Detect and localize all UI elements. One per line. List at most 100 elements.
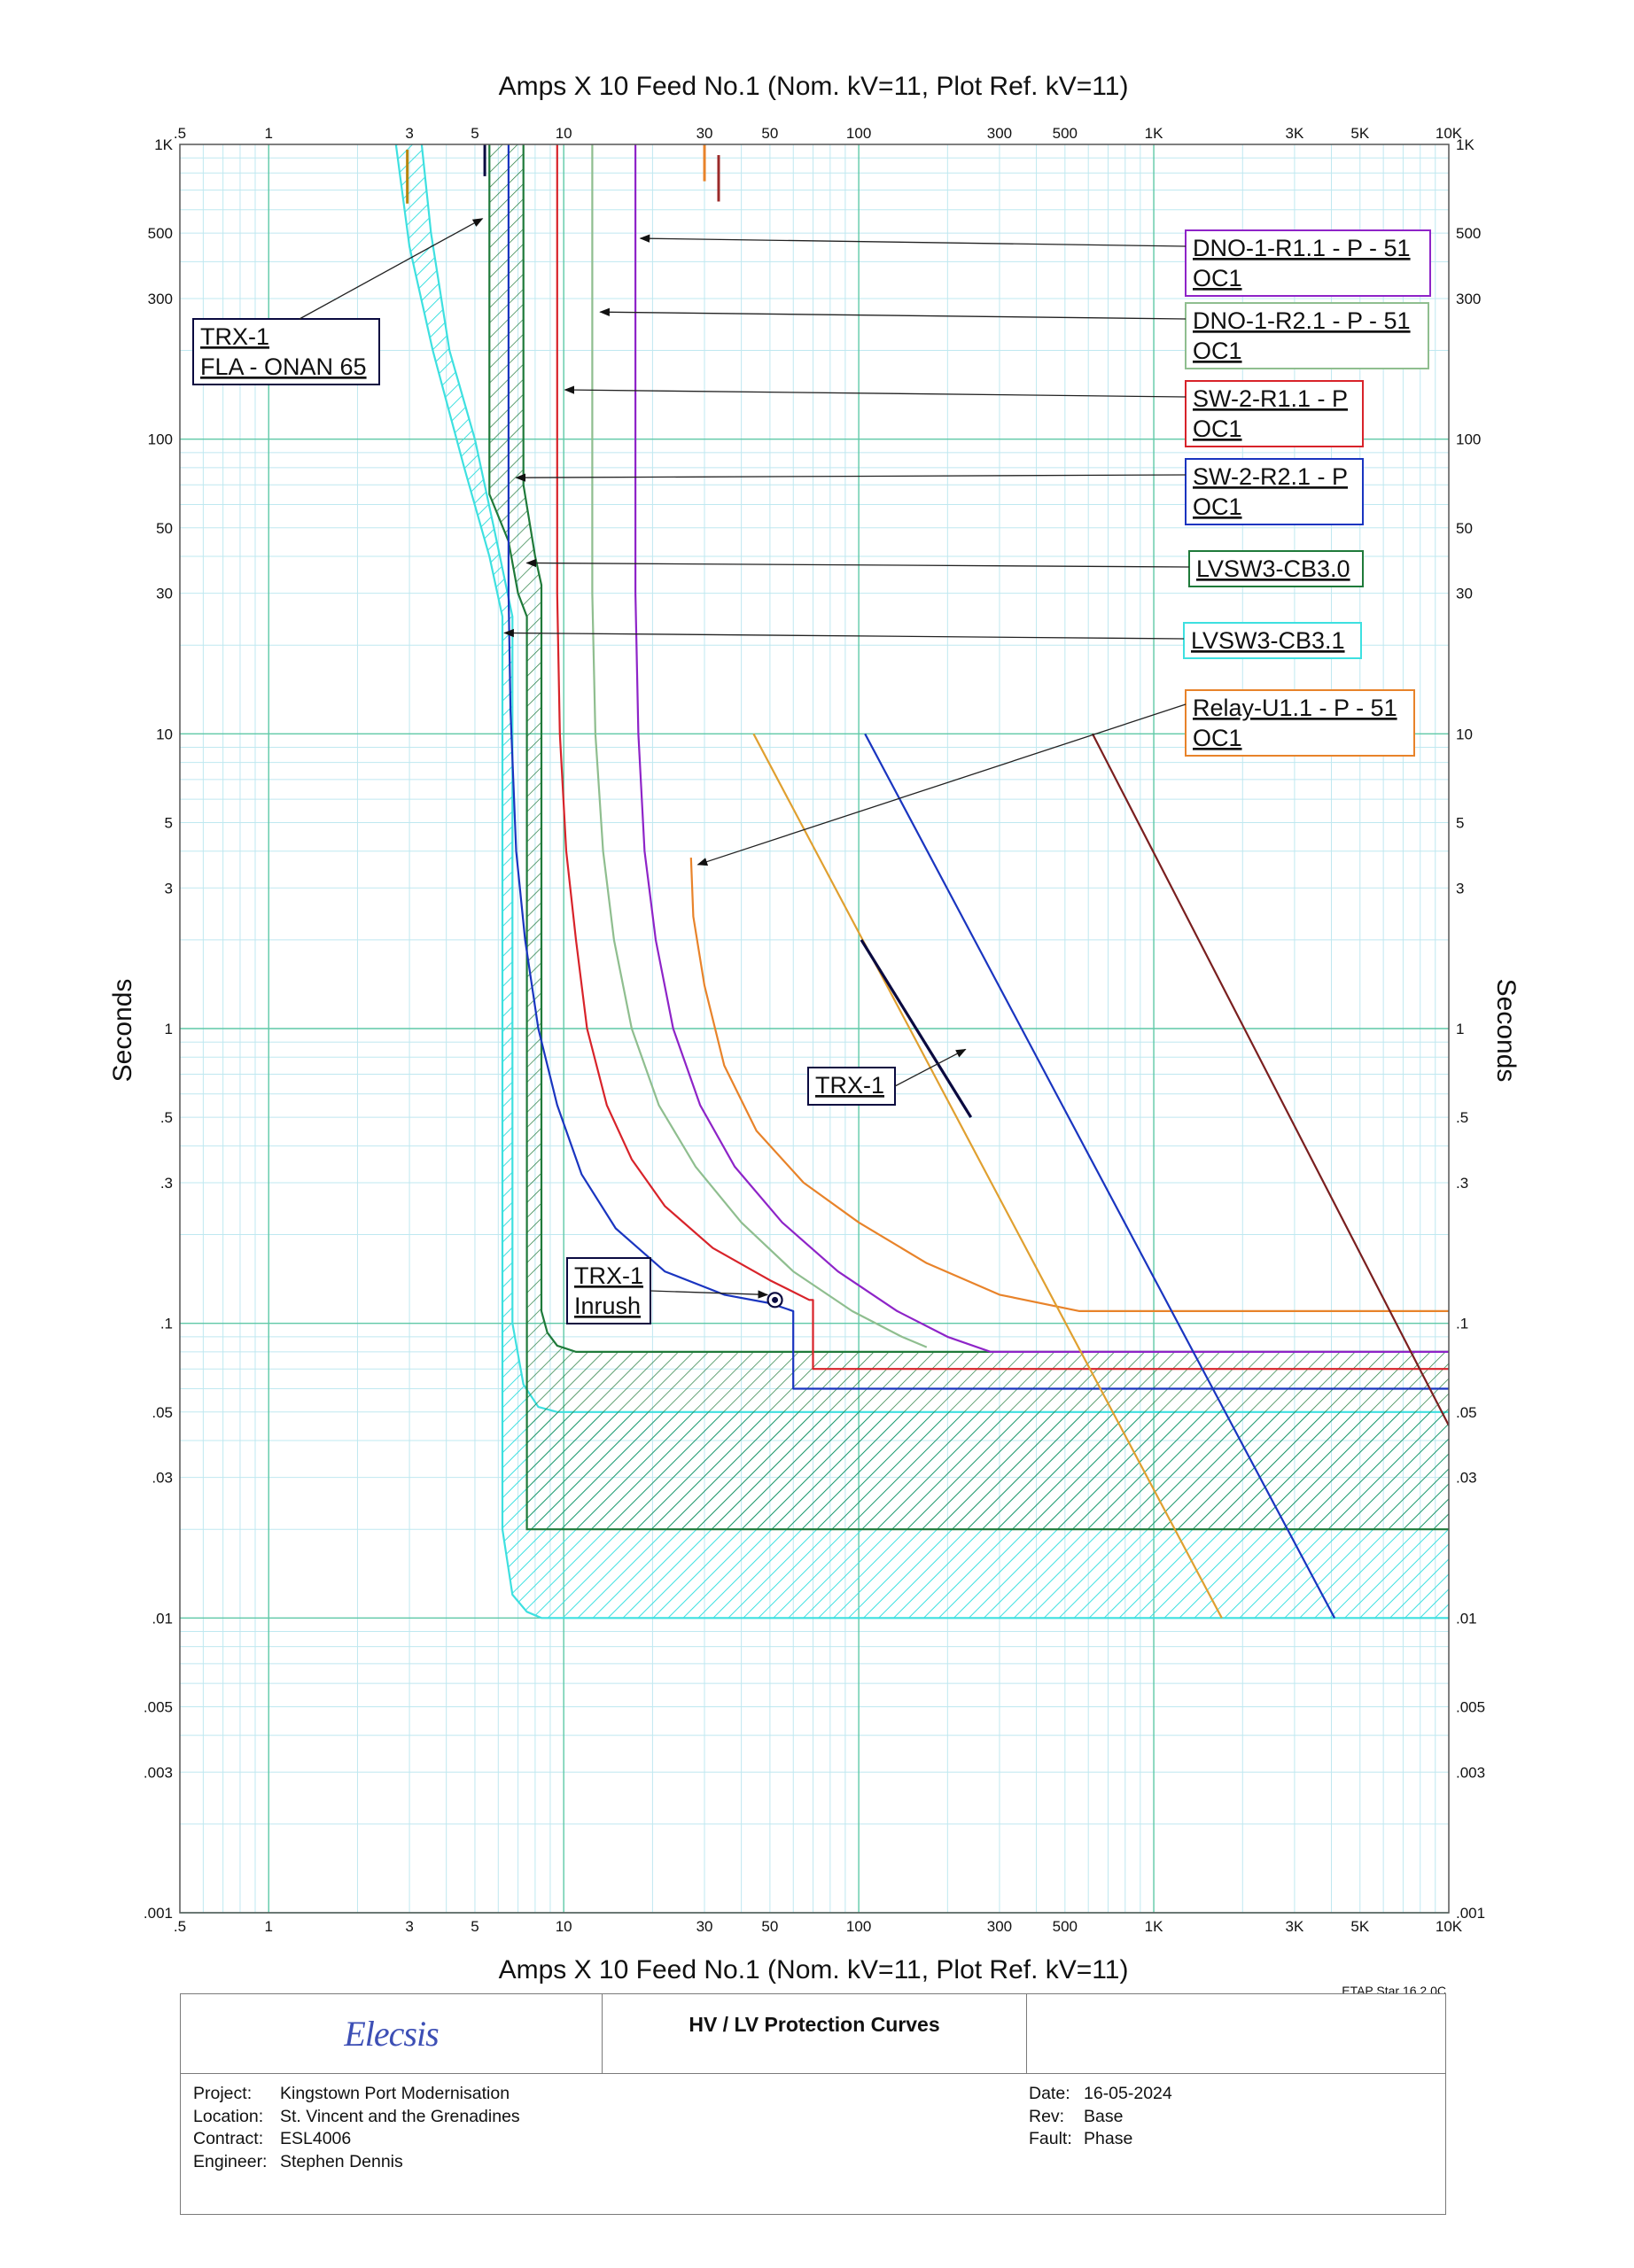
title-block-blank-cell	[1026, 1994, 1445, 2074]
axis-ticks: .5 .5 1 1 3 3 5 5 10 10 30 30 50 50 100 100 300 300 500 500…	[144, 125, 1485, 1935]
curve-dno-1-r1-1-p-51	[634, 144, 1449, 1354]
x-tick-label-bottom: 500	[1053, 1918, 1078, 1935]
x-tick-label-bottom: 30	[696, 1918, 713, 1935]
x-tick-label-bottom: 1K	[1145, 1918, 1163, 1935]
chart-title: Amps X 10 Feed No.1 (Nom. kV=11, Plot Re…	[499, 72, 1129, 101]
y-tick-label-left: 50	[156, 520, 173, 537]
tcc-chart: Amps X 10 Feed No.1 (Nom. kV=11, Plot Re…	[108, 72, 1521, 1993]
inrush-point-dot	[772, 1296, 779, 1303]
label-text: OC1	[1193, 338, 1242, 364]
x-tick-label-top: 100	[846, 125, 871, 142]
curve-relay-u1-1-p-51-oc1	[689, 858, 1449, 1313]
x-tick-label-bottom: .5	[174, 1918, 186, 1935]
label-leader-arrow	[503, 628, 1185, 640]
label-box	[1185, 380, 1364, 447]
y-tick-label-right: .003	[1456, 1764, 1485, 1781]
x-tick-label-top: .5	[174, 125, 186, 142]
plot-frame	[179, 144, 1450, 1914]
x-tick-label-top: 300	[987, 125, 1012, 142]
date-value: 16-05-2024	[1084, 2084, 1172, 2103]
x-tick-label-top: 10K	[1436, 125, 1463, 142]
x-tick-label-bottom: 5	[471, 1918, 479, 1935]
y-tick-label-left: 500	[148, 225, 173, 242]
band-lvsw3-cb3-1-min	[394, 144, 1449, 1619]
label-text: FLA - ONAN 65	[200, 353, 367, 380]
x-tick-label-top: 3K	[1286, 125, 1304, 142]
label-leader-arrow	[639, 234, 1187, 247]
label-box	[566, 1257, 651, 1324]
label-leader-arrow	[650, 1290, 769, 1299]
x-tick-label-bottom: 100	[846, 1918, 871, 1935]
plot-area	[394, 144, 1449, 1619]
engineer-value: Stephen Dennis	[280, 2151, 403, 2171]
label-text: SW-2-R2.1 - P	[1193, 463, 1348, 490]
y-tick-label-right: 5	[1456, 814, 1464, 831]
curve-line-7	[1091, 733, 1449, 1426]
y-tick-label-left: .003	[144, 1764, 173, 1781]
y-tick-label-right: 1K	[1456, 136, 1474, 153]
label-lvsw3-cb3-0: LVSW3-CB3.0	[525, 550, 1364, 587]
y-tick-label-left: 10	[156, 726, 173, 742]
y-tick-label-left: .3	[160, 1175, 173, 1192]
contract-label: Contract:	[193, 2129, 264, 2148]
date-label: Date:	[1029, 2084, 1070, 2103]
project-info: Project: Kingstown Port Modernisation Loc…	[193, 2083, 520, 2173]
y-tick-label-left: .005	[144, 1698, 173, 1715]
label-text: LVSW3-CB3.0	[1196, 555, 1350, 582]
location-value: St. Vincent and the Grenadines	[280, 2106, 520, 2126]
y-tick-label-right: 1	[1456, 1021, 1464, 1037]
label-box	[1188, 550, 1364, 587]
label-text: LVSW3-CB3.1	[1191, 627, 1345, 654]
curve-line-6	[864, 733, 1336, 1619]
y-tick-label-left: 3	[165, 880, 173, 897]
y-tick-label-right: 30	[1456, 586, 1473, 602]
label-leader-arrow	[599, 307, 1187, 320]
curve-dno-1-r2-1-p-51	[591, 144, 928, 1348]
label-trx-1-fla-onan-65: TRX-1 FLA - ONAN 65	[192, 218, 484, 385]
y-tick-label-right: 100	[1456, 431, 1481, 448]
label-text: Relay-U1.1 - P - 51	[1193, 695, 1397, 721]
y-tick-label-right: .5	[1456, 1109, 1468, 1126]
rev-label: Rev:	[1029, 2106, 1065, 2126]
contract-value: ESL4006	[280, 2129, 352, 2148]
x-tick-label-top: 30	[696, 125, 713, 142]
x-tick-label-top: 3	[405, 125, 413, 142]
y-tick-label-right: .05	[1456, 1404, 1477, 1421]
curve-trx-1	[860, 939, 973, 1118]
drawing-title: HV / LV Protection Curves	[603, 1994, 1026, 2074]
label-dno-1-r1-1-p-51-oc1: DNO-1-R1.1 - P - 51 OC1	[639, 229, 1431, 297]
location-label: Location:	[193, 2106, 264, 2126]
y-axis-label-right: Seconds	[1491, 979, 1521, 1083]
company-logo: Elecsis	[181, 1994, 603, 2074]
x-tick-label-top: 50	[761, 125, 778, 142]
label-relay-u1-1-p-51-oc1: Relay-U1.1 - P - 51 OC1	[696, 689, 1415, 866]
y-tick-label-left: 100	[148, 431, 173, 448]
y-tick-label-left: 5	[165, 814, 173, 831]
label-trx-1: TRX-1	[807, 1048, 967, 1106]
label-leader-arrow	[515, 473, 1187, 482]
label-text: OC1	[1193, 265, 1242, 291]
x-tick-label-top: 500	[1053, 125, 1078, 142]
project-value: Kingstown Port Modernisation	[280, 2084, 510, 2103]
label-text: DNO-1-R2.1 - P - 51	[1193, 307, 1411, 334]
y-tick-label-right: .1	[1456, 1316, 1468, 1332]
title-block: Elecsis HV / LV Protection Curves Projec…	[180, 1993, 1446, 2215]
label-leader-arrow	[525, 558, 1190, 568]
rev-value: Base	[1084, 2106, 1124, 2126]
etap-version: ETAP Star 16.2.0C	[1342, 1984, 1446, 1993]
band-lvsw3-cb3-0-min	[488, 144, 1449, 1531]
y-tick-label-right: 300	[1456, 291, 1481, 307]
x-tick-label-bottom: 10K	[1436, 1918, 1463, 1935]
y-tick-label-left: 300	[148, 291, 173, 307]
label-text: TRX-1	[815, 1072, 884, 1099]
label-text: OC1	[1193, 725, 1242, 751]
fault-value: Phase	[1084, 2129, 1133, 2148]
y-tick-label-right: 50	[1456, 520, 1473, 537]
label-text: OC1	[1193, 493, 1242, 520]
label-box	[807, 1067, 896, 1106]
curve-sw-2-r2-1-p	[507, 144, 1449, 1390]
revision-info: Date: 16-05-2024 Rev: Base Fault: Phase	[1029, 2083, 1172, 2151]
y-tick-label-right: 3	[1456, 880, 1464, 897]
y-tick-label-right: .001	[1456, 1905, 1485, 1922]
